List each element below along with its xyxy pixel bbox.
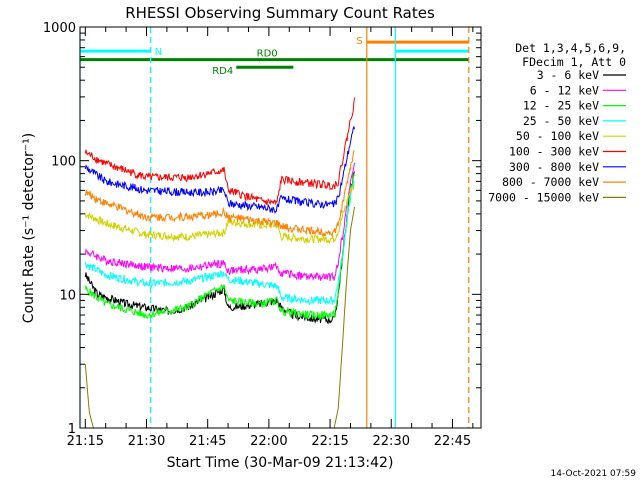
attenuator-bands: N S RD0 RD4: [80, 36, 469, 77]
legend: Det 1,3,4,5,6,9,FDecim 1, Att 03 - 6 keV…: [488, 41, 626, 204]
legend-label-4: 50 - 100 keV: [516, 129, 599, 143]
legend-label-8: 7000 - 15000 keV: [488, 190, 599, 204]
x-tick-label-1: 21:30: [128, 434, 165, 449]
series-line-3: [84, 180, 355, 306]
x-tick-label-3: 22:00: [250, 434, 287, 449]
series-line-4: [84, 183, 355, 245]
band-label-3: RD0: [257, 49, 278, 60]
y-axis-label: Count Rate (s⁻¹ detector⁻¹): [21, 133, 37, 323]
legend-header-1: FDecim 1, Att 0: [522, 55, 626, 69]
generation-timestamp: 14-Oct-2021 07:59: [551, 469, 637, 479]
legend-header-0: Det 1,3,4,5,6,9,: [515, 41, 626, 55]
legend-label-0: 3 - 6 keV: [537, 68, 599, 82]
x-tick-label-2: 21:45: [189, 434, 226, 449]
state-change-lines: [79, 27, 470, 428]
y-tick-label-1: 10: [59, 288, 76, 303]
plot-frame: [79, 26, 482, 429]
x-tick-label-0: 21:15: [67, 434, 104, 449]
x-tick-label-6: 22:45: [434, 434, 471, 449]
y-tick-label-2: 100: [51, 155, 76, 170]
legend-label-3: 25 - 50 keV: [523, 114, 599, 128]
series-line-5: [84, 97, 355, 206]
series-line-2: [84, 173, 355, 320]
band-label-4: RD4: [212, 66, 233, 77]
chart-title: RHESSI Observing Summary Count Rates: [125, 4, 435, 22]
series-lines: [84, 97, 355, 428]
legend-label-6: 300 - 800 keV: [509, 160, 599, 174]
legend-label-5: 100 - 300 keV: [509, 145, 599, 159]
y-tick-label-0: 1: [68, 422, 76, 437]
x-tick-label-4: 22:15: [311, 434, 348, 449]
series-line-7: [84, 150, 355, 238]
x-axis-ticks: 21:15 21:30 21:45 22:00 22:15 22:30 22:45: [67, 27, 474, 449]
series-line-6: [84, 125, 355, 215]
y-axis-ticks: 1 10 100 1000: [43, 21, 481, 437]
band-label-0: N: [155, 47, 162, 58]
y-tick-label-3: 1000: [43, 21, 76, 36]
x-tick-label-5: 22:30: [373, 434, 410, 449]
legend-label-1: 6 - 12 keV: [530, 83, 599, 97]
x-axis-label: Start Time (30-Mar-09 21:13:42): [167, 455, 394, 471]
band-label-2: S: [356, 36, 362, 47]
legend-label-2: 12 - 25 keV: [523, 99, 599, 113]
legend-label-7: 800 - 7000 keV: [502, 175, 599, 189]
series-line-1: [84, 162, 355, 282]
